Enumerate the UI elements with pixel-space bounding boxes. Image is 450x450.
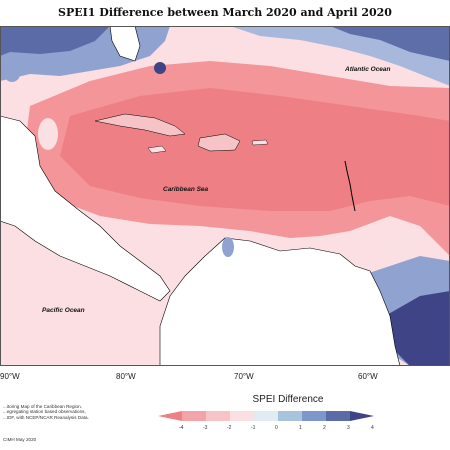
legend-tick-label: 1: [299, 425, 302, 431]
landmass-florida: [109, 26, 141, 62]
legend-swatch: [254, 411, 278, 421]
label-caribbean-sea: Caribbean Sea: [163, 186, 209, 193]
tick-70w: 70°W: [234, 372, 254, 381]
credits-line-2: ...egregating station based observations…: [3, 409, 86, 415]
island-jamaica: [147, 145, 167, 154]
spei-map: Atlantic Ocean Caribbean Sea Pacific Oce…: [0, 26, 450, 366]
legend-tick-label: -1: [251, 425, 256, 431]
legend-tick-label: 4: [371, 425, 374, 431]
island-hispaniola: [197, 133, 241, 152]
light-patch-gulf: [38, 118, 58, 150]
credits-line-3: ...IDF, with NCEP/NCAR Reanalysis Data.: [3, 414, 89, 420]
landmass-central-america: [0, 115, 171, 302]
credits-line-1: ...itoring Map of the Caribbean Region.: [3, 404, 82, 409]
legend-tick-label: -4: [179, 425, 184, 431]
legend-tick-label: 2: [323, 425, 326, 431]
label-pacific-ocean: Pacific Ocean: [42, 307, 85, 314]
legend-title: SPEI Difference: [252, 394, 324, 405]
legend-swatch: [158, 411, 182, 421]
legend-swatch: [350, 411, 374, 421]
lesser-antilles: [344, 160, 356, 212]
island-puerto-rico: [251, 139, 269, 146]
gulf-blue-spot: [4, 66, 20, 82]
legend-swatch: [206, 411, 230, 421]
color-legend-bar: [158, 411, 374, 421]
island-cuba: [94, 113, 186, 137]
copyright-text: CIMH May 2020: [3, 437, 37, 442]
legend-swatch: [182, 411, 206, 421]
landmass-south-america: [159, 237, 401, 366]
legend-swatch: [278, 411, 302, 421]
blue-anomaly-northwest-dark: [0, 26, 110, 56]
bahamas-blue-spot: [154, 62, 166, 74]
legend-swatch: [230, 411, 254, 421]
tick-90w: 90°W: [0, 372, 20, 381]
legend-swatch: [302, 411, 326, 421]
blue-anomaly-northeast-dark: [330, 26, 450, 61]
light-patch-east: [378, 227, 422, 255]
legend-tick-label: 0: [275, 425, 278, 431]
map-title: SPEI1 Difference between March 2020 and …: [58, 6, 392, 19]
tick-80w: 80°W: [116, 372, 136, 381]
legend-tick-label: -3: [203, 425, 208, 431]
credits-text: ...itoring Map of the Caribbean Region. …: [3, 404, 89, 420]
label-atlantic-ocean: Atlantic Ocean: [344, 66, 391, 73]
legend-tick-label: 3: [347, 425, 350, 431]
light-blue-patch-maracaibo: [222, 237, 234, 257]
legend-swatch: [326, 411, 350, 421]
legend-tick-label: -2: [227, 425, 232, 431]
blue-anomaly-southeast-dark: [385, 291, 450, 366]
tick-60w: 60°W: [358, 372, 378, 381]
